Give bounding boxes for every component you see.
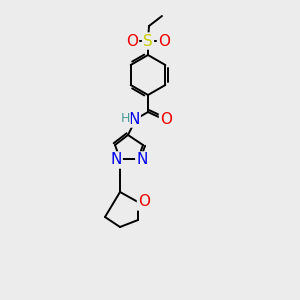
Text: N: N (110, 152, 122, 167)
Text: N: N (136, 152, 148, 167)
Text: O: O (138, 194, 150, 209)
Text: S: S (143, 34, 153, 49)
Text: H: H (120, 112, 130, 124)
Text: O: O (158, 34, 170, 49)
Text: O: O (126, 34, 138, 49)
Text: O: O (160, 112, 172, 127)
Text: N: N (128, 112, 140, 127)
